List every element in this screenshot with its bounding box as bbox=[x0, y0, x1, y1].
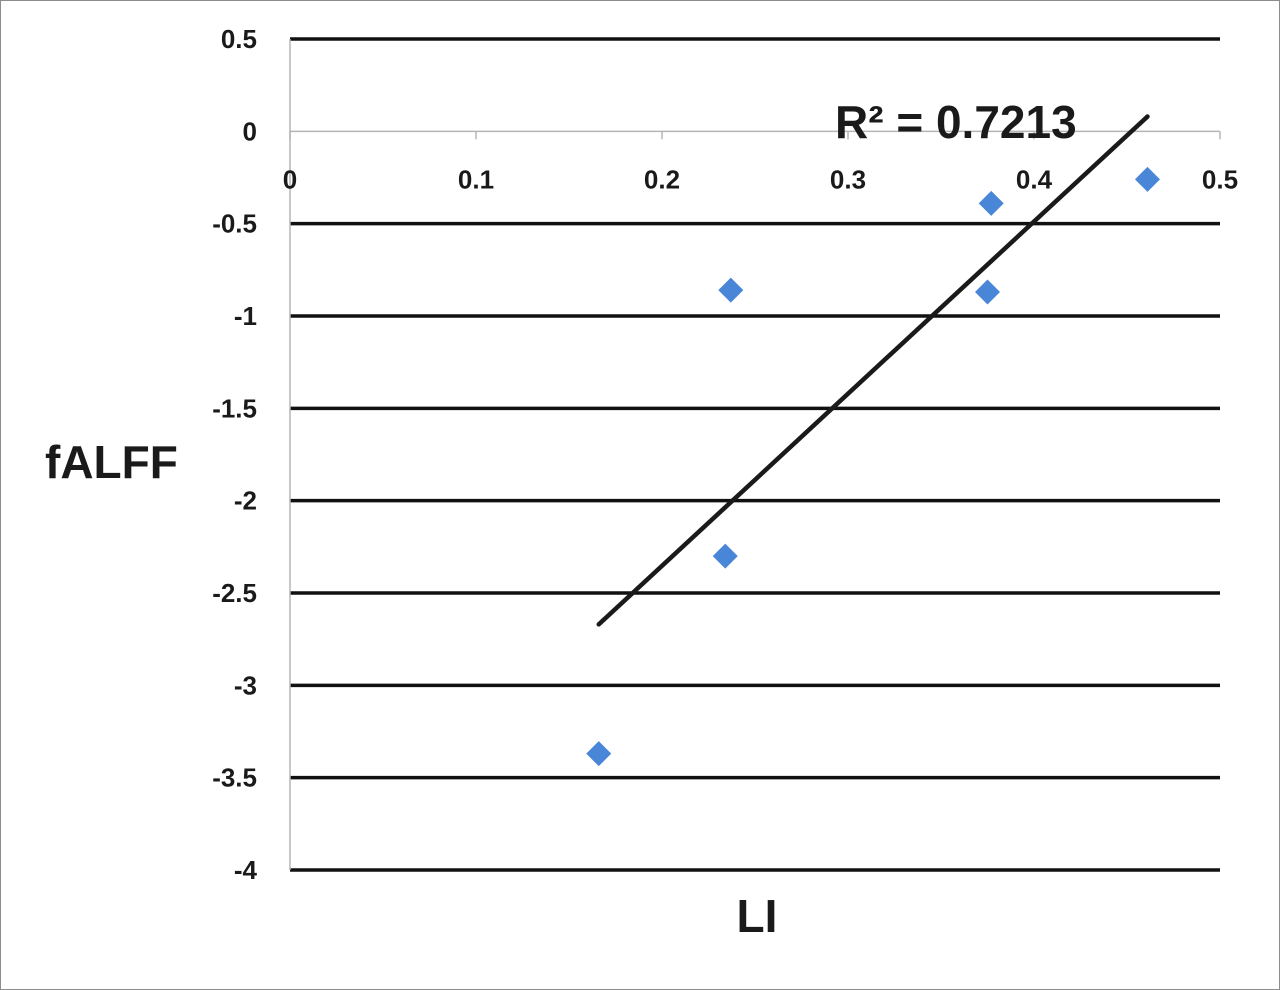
data-point bbox=[586, 741, 612, 767]
r-squared-label: R² = 0.7213 bbox=[835, 96, 1077, 148]
y-axis-title: fALFF bbox=[45, 436, 178, 488]
data-points bbox=[586, 166, 1160, 767]
x-tick-label: 0.1 bbox=[458, 164, 494, 194]
x-axis-title: LI bbox=[737, 890, 778, 942]
axes bbox=[289, 39, 1221, 870]
x-tick-label: 0.2 bbox=[644, 164, 680, 194]
data-point bbox=[978, 190, 1004, 216]
x-tick-label: 0.4 bbox=[1016, 164, 1053, 194]
y-tick-label: -0.5 bbox=[212, 209, 257, 239]
data-point bbox=[975, 279, 1000, 305]
y-tick-labels: 0.5 0 -0.5 -1 -1.5 -2 -2.5 -3 -3.5 -4 bbox=[212, 24, 257, 885]
x-tick-label: 0.3 bbox=[830, 164, 866, 194]
x-tick-labels: 0 0.1 0.2 0.3 0.4 0.5 bbox=[283, 164, 1238, 194]
y-tick-label: -3 bbox=[234, 670, 257, 700]
y-tick-label: 0.5 bbox=[221, 24, 257, 54]
y-tick-label: -3.5 bbox=[212, 763, 257, 793]
y-tick-label: -2.5 bbox=[212, 578, 257, 608]
y-tick-label: -1.5 bbox=[212, 393, 257, 423]
trendline bbox=[596, 114, 1150, 627]
data-point bbox=[712, 543, 738, 569]
x-tick-label: 0.5 bbox=[1202, 164, 1238, 194]
y-tick-label: -4 bbox=[234, 855, 258, 885]
y-tick-label: -2 bbox=[234, 486, 257, 516]
data-point bbox=[1134, 166, 1160, 192]
trendline-group bbox=[596, 114, 1150, 627]
y-tick-label: -1 bbox=[234, 301, 257, 331]
y-tick-label: 0 bbox=[243, 116, 257, 146]
grid-lines bbox=[290, 37, 1220, 872]
x-tick-label: 0 bbox=[283, 164, 297, 194]
data-point bbox=[718, 277, 744, 303]
